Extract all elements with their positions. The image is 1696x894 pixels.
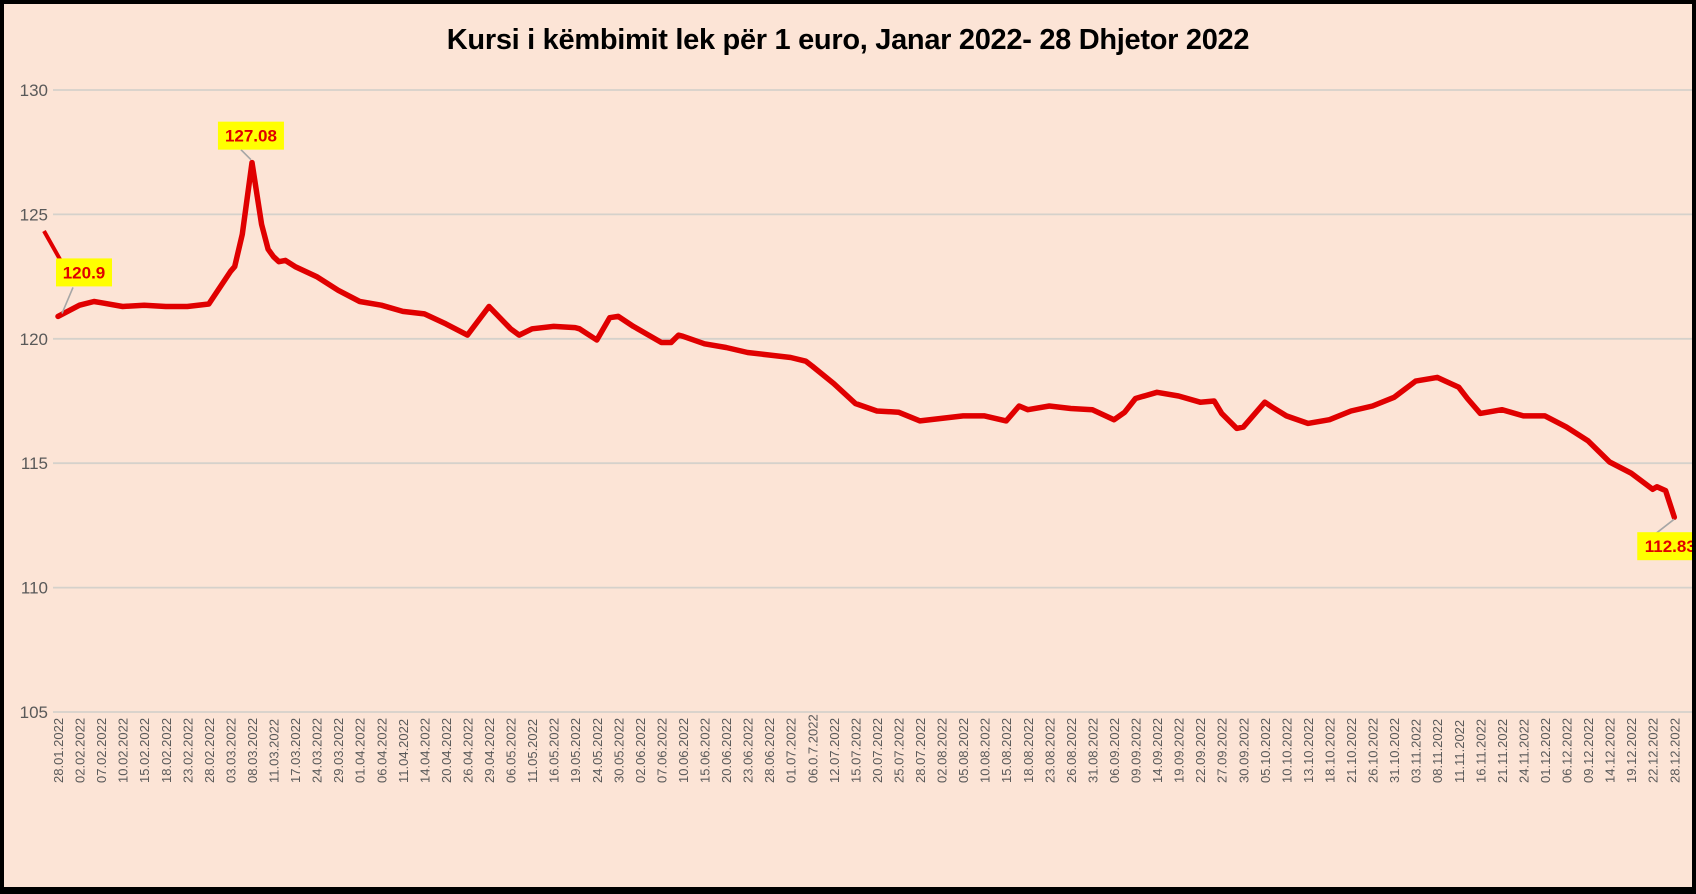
chart-title: Kursi i këmbimit lek për 1 euro, Janar 2… bbox=[446, 24, 1250, 56]
x-axis-tick-label: 28.06.2022 bbox=[762, 718, 777, 783]
x-axis-tick-label: 06.0.7.2022 bbox=[805, 714, 820, 783]
x-axis-tick-label: 23.02.2022 bbox=[180, 718, 195, 783]
leader-line bbox=[240, 149, 252, 161]
x-axis-tick-label: 08.03.2022 bbox=[245, 718, 260, 783]
x-axis-tick-label: 10.08.2022 bbox=[978, 718, 993, 783]
x-axis-tick-label: 16.05.2022 bbox=[547, 718, 562, 783]
x-axis-tick-label: 06.05.2022 bbox=[504, 718, 519, 783]
x-axis-tick-label: 14.12.2022 bbox=[1603, 718, 1618, 783]
x-axis-tick-label: 18.02.2022 bbox=[159, 718, 174, 783]
leader-line bbox=[1655, 518, 1675, 534]
x-axis-tick-label: 19.09.2022 bbox=[1172, 718, 1187, 783]
x-axis-tick-label: 24.11.2022 bbox=[1516, 719, 1531, 783]
x-axis-tick-label: 26.08.2022 bbox=[1064, 718, 1079, 783]
x-axis-tick-label: 05.08.2022 bbox=[956, 718, 971, 783]
x-axis-tick-label: 09.12.2022 bbox=[1581, 718, 1596, 783]
data-label-box bbox=[1637, 532, 1692, 561]
x-axis-tick-label: 06.12.2022 bbox=[1560, 718, 1575, 783]
x-axis-tick-label: 22.09.2022 bbox=[1193, 718, 1208, 783]
x-axis-tick-label: 30.09.2022 bbox=[1236, 718, 1251, 783]
x-axis-tick-label: 11.04.2022 bbox=[396, 719, 411, 783]
x-axis-tick-label: 01.12.2022 bbox=[1538, 718, 1553, 783]
data-label-value: 127.08 bbox=[225, 127, 277, 146]
x-axis-tick-label: 16.11.2022 bbox=[1473, 719, 1488, 783]
x-axis-tick-label: 17.03.2022 bbox=[288, 718, 303, 783]
x-axis-tick-label: 20.06.2022 bbox=[719, 718, 734, 783]
x-axis-tick-label: 06.09.2022 bbox=[1107, 718, 1122, 783]
y-axis-tick-label: 110 bbox=[21, 579, 48, 598]
x-axis-tick-label: 11.03.2022 bbox=[267, 719, 282, 783]
x-axis-tick-label: 30.05.2022 bbox=[611, 718, 626, 783]
x-axis-tick-label: 11.11.2022 bbox=[1452, 720, 1467, 783]
x-axis-tick-label: 28.07.2022 bbox=[913, 718, 928, 783]
x-axis-tick-label: 11.05.2022 bbox=[525, 719, 540, 783]
x-axis-tick-label: 13.10.2022 bbox=[1301, 718, 1316, 783]
x-axis-tick-label: 29.04.2022 bbox=[482, 718, 497, 783]
x-axis-tick-label: 03.11.2022 bbox=[1409, 719, 1424, 783]
data-label-box bbox=[217, 121, 284, 150]
x-axis-tick-label: 27.09.2022 bbox=[1215, 718, 1230, 783]
data-label-value: 112.83 bbox=[1645, 537, 1696, 556]
x-axis-tick-label: 02.08.2022 bbox=[935, 718, 950, 783]
x-axis-tick-label: 06.04.2022 bbox=[374, 718, 389, 783]
x-axis-tick-label: 02.02.2022 bbox=[73, 718, 88, 783]
x-axis-tick-label: 08.11.2022 bbox=[1430, 719, 1445, 783]
x-axis-tick-label: 20.04.2022 bbox=[439, 718, 454, 783]
y-axis-tick-label: 115 bbox=[21, 454, 48, 473]
y-axis-tick-label: 125 bbox=[20, 205, 48, 224]
x-axis-tick-label: 20.07.2022 bbox=[870, 718, 885, 783]
x-axis-tick-label: 14.04.2022 bbox=[417, 718, 432, 783]
x-axis-tick-label: 23.06.2022 bbox=[741, 718, 756, 783]
x-axis-tick-label: 31.08.2022 bbox=[1085, 718, 1100, 783]
x-axis-tick-label: 23.08.2022 bbox=[1042, 718, 1057, 783]
x-axis-tick-label: 19.05.2022 bbox=[568, 718, 583, 783]
x-axis-tick-label: 18.10.2022 bbox=[1323, 718, 1338, 783]
x-axis-tick-label: 09.09.2022 bbox=[1129, 718, 1144, 783]
x-axis-tick-label: 24.05.2022 bbox=[590, 718, 605, 783]
x-axis-tick-label: 12.07.2022 bbox=[827, 718, 842, 783]
leader-line bbox=[61, 287, 74, 314]
x-axis-tick-label: 26.04.2022 bbox=[460, 718, 475, 783]
y-axis-tick-label: 130 bbox=[20, 81, 48, 100]
x-axis-tick-label: 07.02.2022 bbox=[94, 718, 109, 783]
x-axis-tick-label: 31.10.2022 bbox=[1387, 718, 1402, 783]
x-axis-tick-label: 21.11.2022 bbox=[1495, 719, 1510, 783]
x-axis-tick-label: 28.02.2022 bbox=[202, 718, 217, 783]
x-axis-tick-label: 02.06.2022 bbox=[633, 718, 648, 783]
x-axis-tick-label: 10.02.2022 bbox=[116, 718, 131, 783]
x-axis-tick-label: 05.10.2022 bbox=[1258, 718, 1273, 783]
y-axis-tick-label: 120 bbox=[20, 330, 48, 349]
x-axis-tick-label: 21.10.2022 bbox=[1344, 718, 1359, 783]
x-axis-tick-label: 18.08.2022 bbox=[1021, 718, 1036, 783]
x-axis-tick-label: 15.02.2022 bbox=[137, 718, 152, 783]
y-axis-tick-label: 105 bbox=[20, 703, 48, 722]
exchange-rate-line bbox=[55, 159, 1678, 520]
data-label-value: 120.9 bbox=[63, 263, 106, 282]
x-axis-tick-label: 15.06.2022 bbox=[698, 718, 713, 783]
x-axis-tick-label: 19.12.2022 bbox=[1624, 718, 1639, 783]
x-axis-tick-label: 10.10.2022 bbox=[1279, 718, 1294, 783]
x-axis-tick-label: 07.06.2022 bbox=[654, 718, 669, 783]
x-axis-tick-label: 24.03.2022 bbox=[310, 718, 325, 783]
x-axis-tick-label: 15.07.2022 bbox=[848, 718, 863, 783]
leader-line bbox=[42, 230, 62, 261]
x-axis-tick-label: 29.03.2022 bbox=[331, 718, 346, 783]
x-axis-tick-label: 03.03.2022 bbox=[223, 718, 238, 783]
x-axis-tick-label: 10.06.2022 bbox=[676, 718, 691, 783]
x-axis-tick-label: 25.07.2022 bbox=[892, 718, 907, 783]
x-axis-tick-label: 22.12.2022 bbox=[1646, 718, 1661, 783]
x-axis-tick-label: 01.07.2022 bbox=[784, 718, 799, 783]
x-axis-tick-label: 14.09.2022 bbox=[1150, 718, 1165, 783]
x-axis-tick-label: 26.10.2022 bbox=[1366, 718, 1381, 783]
x-axis-tick-label: 15.08.2022 bbox=[999, 718, 1014, 783]
data-label-box bbox=[56, 258, 112, 287]
x-axis-tick-label: 28.01.2022 bbox=[51, 718, 66, 783]
x-axis-tick-label: 28.12.2022 bbox=[1667, 718, 1682, 783]
x-axis-tick-label: 01.04.2022 bbox=[353, 718, 368, 783]
